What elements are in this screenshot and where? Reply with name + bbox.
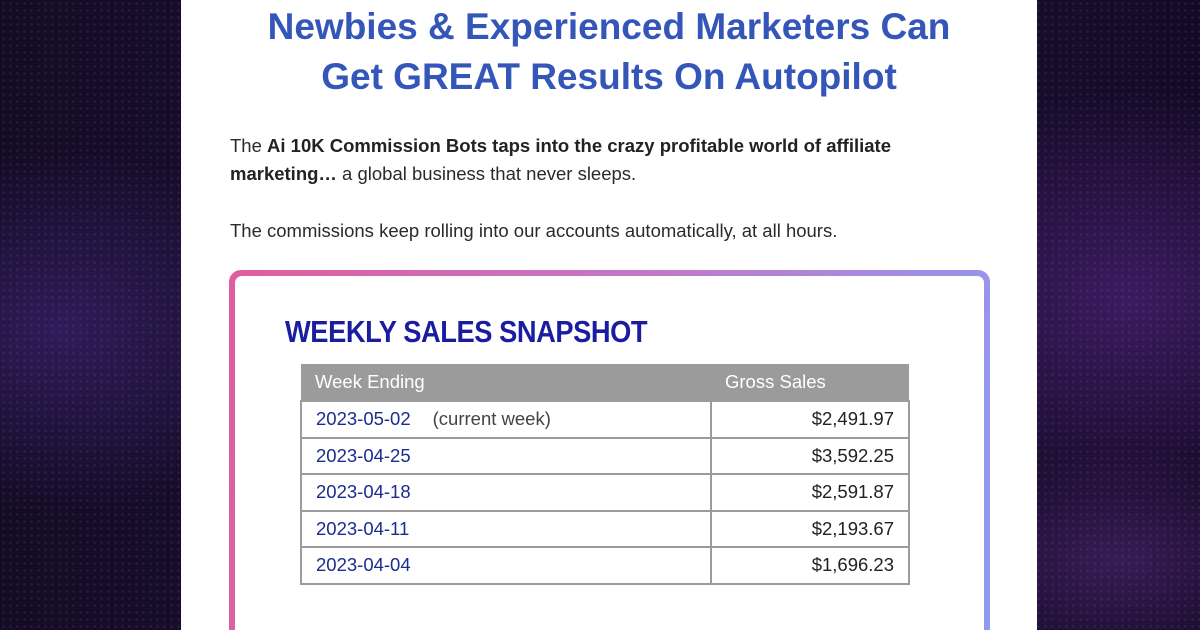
table-row: 2023-04-04 $1,696.23	[300, 546, 910, 585]
sales-snapshot-card-inner: WEEKLY SALES SNAPSHOT Week Ending Gross …	[235, 276, 984, 630]
table-row: 2023-04-25 $3,592.25	[300, 436, 910, 475]
gross-sales-cell: $2,193.67	[710, 509, 910, 548]
headline-line-1: Newbies & Experienced Marketers Can	[267, 6, 951, 47]
week-date: 2023-04-04	[316, 554, 411, 576]
gross-sales-cell: $2,491.97	[710, 400, 910, 439]
intro-bold-text: Ai 10K Commission Bots taps into the cra…	[230, 135, 891, 184]
week-date: 2023-04-18	[316, 481, 411, 503]
week-note: (current week)	[432, 408, 551, 430]
table-row: 2023-04-18 $2,591.87	[300, 473, 910, 512]
table-header-row: Week Ending Gross Sales	[301, 364, 909, 401]
week-cell: 2023-04-04	[300, 546, 712, 585]
week-cell: 2023-04-11	[300, 509, 712, 548]
gross-sales-cell: $1,696.23	[710, 546, 910, 585]
content-panel: Newbies & Experienced Marketers Can Get …	[181, 0, 1037, 630]
snapshot-title: WEEKLY SALES SNAPSHOT	[285, 314, 648, 349]
intro-paragraph: The Ai 10K Commission Bots taps into the…	[230, 132, 930, 188]
gross-sales-cell: $3,592.25	[710, 436, 910, 475]
week-date: 2023-04-25	[316, 444, 411, 466]
intro-prefix: The	[230, 135, 268, 156]
gross-sales-cell: $2,591.87	[710, 473, 910, 512]
commissions-paragraph: The commissions keep rolling into our ac…	[230, 220, 838, 241]
week-date: 2023-05-02	[316, 408, 411, 430]
table-row: 2023-05-02 (current week) $2,491.97	[300, 400, 910, 439]
column-header-gross-sales: Gross Sales	[711, 364, 909, 401]
week-cell: 2023-05-02 (current week)	[300, 400, 712, 439]
headline-line-2: Get GREAT Results On Autopilot	[321, 56, 897, 97]
intro-suffix: a global business that never sleeps.	[336, 163, 637, 184]
week-cell: 2023-04-18	[300, 473, 712, 512]
headline: Newbies & Experienced Marketers Can Get …	[181, 2, 1037, 102]
week-date: 2023-04-11	[316, 517, 410, 539]
background-pattern-left	[0, 0, 200, 630]
sales-table: Week Ending Gross Sales 2023-05-02 (curre…	[300, 364, 910, 585]
table-row: 2023-04-11 $2,193.67	[300, 509, 910, 548]
week-cell: 2023-04-25	[300, 436, 712, 475]
sales-snapshot-card: WEEKLY SALES SNAPSHOT Week Ending Gross …	[229, 270, 990, 630]
column-header-week-ending: Week Ending	[301, 364, 711, 401]
